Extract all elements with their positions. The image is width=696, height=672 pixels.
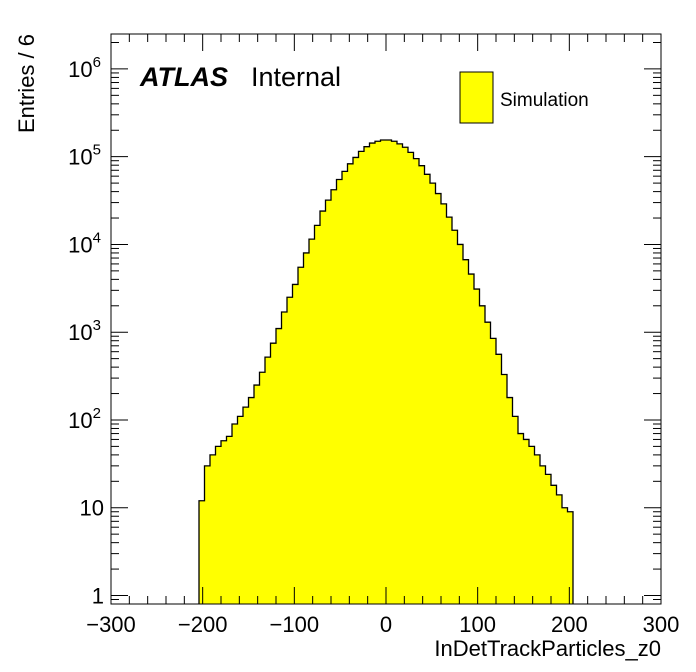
histogram-bar <box>248 397 255 604</box>
histogram-bar <box>358 151 365 605</box>
histogram-bar <box>474 289 480 604</box>
histogram-bar <box>331 189 337 604</box>
x-tick-labels: −300 −200 −100 0 100 200 300 <box>86 612 679 637</box>
histogram-bar <box>424 174 431 605</box>
legend-label: Simulation <box>500 90 589 111</box>
histogram-bar <box>320 211 326 604</box>
y-axis-title: Entries / 6 <box>14 34 39 133</box>
histogram-bar <box>408 152 414 604</box>
histogram-bar <box>551 485 557 604</box>
atlas-label: ATLAS <box>139 62 228 92</box>
histogram-bar <box>292 284 299 604</box>
histogram-bar <box>397 143 403 604</box>
histogram-bar <box>364 146 370 604</box>
x-tick-label: −100 <box>270 612 320 637</box>
histogram-bar <box>276 328 282 604</box>
histogram-bar <box>342 171 348 604</box>
histogram-bar <box>457 244 464 604</box>
internal-label: Internal <box>251 62 341 92</box>
histogram-bar <box>490 338 497 604</box>
histogram-bar <box>567 511 574 604</box>
histogram-bar <box>441 203 447 604</box>
histogram-bar <box>391 141 398 604</box>
x-axis-ticks <box>110 34 662 604</box>
histogram-bar <box>353 157 359 604</box>
histogram-bar <box>303 252 310 604</box>
histogram-bars <box>199 139 574 605</box>
histogram-bar <box>281 311 288 604</box>
histogram-bar <box>314 225 321 604</box>
histogram-bar <box>386 139 392 604</box>
histogram-bar <box>347 163 354 604</box>
histogram-bar <box>479 305 486 604</box>
y-tick-label: 106 <box>68 54 101 82</box>
histogram-bar <box>287 297 293 604</box>
histogram-bar <box>369 143 376 604</box>
histogram-bar <box>419 165 425 604</box>
histogram-bar <box>298 267 304 604</box>
histogram-bar <box>226 436 233 604</box>
histogram-bar <box>254 385 260 604</box>
histogram-bar <box>485 322 491 604</box>
histogram-bar <box>556 494 563 604</box>
histogram-bar <box>413 158 420 604</box>
y-tick-label: 102 <box>68 405 101 433</box>
histogram-bar <box>215 446 222 604</box>
x-tick-label: 0 <box>380 612 392 637</box>
y-tick-label: 1 <box>92 583 104 608</box>
histogram-bar <box>562 507 568 604</box>
histogram-bar <box>243 407 249 604</box>
histogram-bar <box>452 230 458 604</box>
histogram-bar <box>336 179 343 604</box>
histogram-bar <box>496 354 502 604</box>
x-tick-label: 200 <box>551 612 588 637</box>
legend-swatch <box>459 71 494 124</box>
y-tick-label: 103 <box>68 317 101 345</box>
histogram-bar <box>518 433 524 604</box>
histogram-bar <box>523 439 530 604</box>
histogram-bar <box>270 343 277 604</box>
x-tick-label: −200 <box>178 612 228 637</box>
histogram-bar <box>237 416 244 604</box>
y-axis-ticks <box>111 42 661 605</box>
histogram-bar <box>545 474 552 604</box>
histogram-bar <box>540 465 546 604</box>
histogram-bar <box>534 454 541 604</box>
histogram-bar <box>199 500 205 604</box>
legend: Simulation <box>459 71 589 124</box>
histogram-bar <box>232 423 238 604</box>
histogram-bar <box>309 239 315 605</box>
histogram-bar <box>259 372 266 604</box>
x-axis-title: InDetTrackParticles_z0 <box>434 636 661 661</box>
histogram-bar <box>204 465 211 604</box>
y-tick-label: 10 <box>80 496 104 521</box>
x-tick-label: −300 <box>86 612 136 637</box>
histogram-outline <box>198 139 574 604</box>
histogram-bar <box>375 141 381 604</box>
y-tick-labels: 1 10 102 103 104 105 106 <box>68 54 104 609</box>
histogram-bar <box>380 139 387 604</box>
histogram-bar <box>221 440 227 604</box>
histogram-bar <box>265 357 271 604</box>
histogram-bar <box>529 446 535 604</box>
histogram-bar <box>435 193 442 604</box>
x-tick-label: 300 <box>643 612 680 637</box>
y-tick-label: 104 <box>68 229 101 257</box>
histogram-bar <box>463 259 469 604</box>
histogram-bar <box>512 416 519 604</box>
x-tick-label: 100 <box>459 612 496 637</box>
histogram-bar <box>501 374 508 604</box>
histogram-bar <box>325 200 332 604</box>
histogram-bar <box>468 274 475 604</box>
histogram-bar <box>210 454 216 604</box>
histogram-bar <box>446 217 453 605</box>
y-tick-label: 105 <box>68 142 101 170</box>
histogram-bar <box>507 397 513 604</box>
histogram-bar <box>430 183 436 604</box>
histogram-bar <box>402 147 409 604</box>
